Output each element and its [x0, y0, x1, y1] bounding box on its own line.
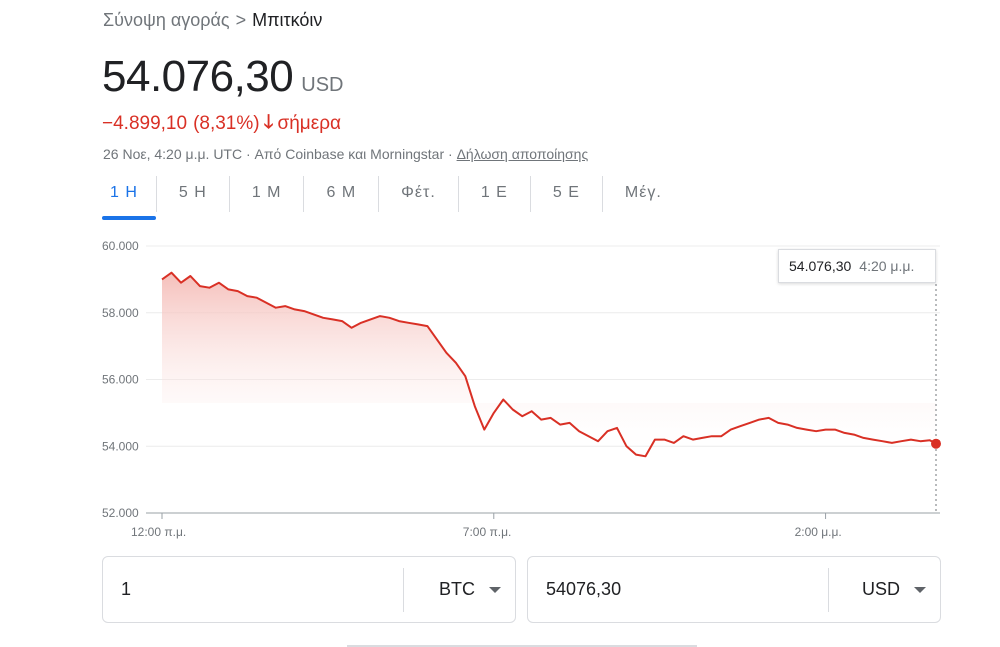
- tab-1-day[interactable]: 1 Η: [102, 176, 156, 220]
- breadcrumb-current: Μπιτκόιν: [252, 10, 323, 30]
- divider: [347, 645, 697, 647]
- current-price: 54.076,30: [102, 52, 294, 101]
- tooltip-price: 54.076,30: [789, 258, 852, 274]
- x-tick-label: 2:00 μ.μ.: [795, 525, 842, 539]
- chart-tooltip: 54.076,30 4:20 μ.μ.: [778, 249, 936, 283]
- x-tick-label: 7:00 π.μ.: [463, 525, 512, 539]
- tab-5-days[interactable]: 5 Η: [155, 176, 229, 212]
- current-point-marker: [931, 438, 941, 449]
- price-line: [161, 271, 937, 458]
- change-percent: (8,31%): [193, 113, 260, 134]
- meta-dot: ·: [245, 146, 251, 162]
- change-period: σήμερα: [277, 113, 341, 134]
- price-header: 54.076,30 USD: [102, 52, 343, 102]
- converter-to: 54076,30 USD: [527, 556, 941, 623]
- tab-ytd[interactable]: Φέτ.: [378, 176, 458, 212]
- y-tick-label: 58.000: [102, 306, 139, 320]
- change-amount: −4.899,10: [102, 113, 188, 134]
- breadcrumb-separator: >: [235, 10, 247, 30]
- timestamp: 26 Νοε, 4:20 μ.μ. UTC: [103, 146, 243, 162]
- price-meta: 26 Νοε, 4:20 μ.μ. UTC · Από Coinbase και…: [103, 146, 588, 162]
- breadcrumb: Σύνοψη αγοράς > Μπιτκόιν: [103, 10, 322, 31]
- to-currency-label: USD: [861, 579, 900, 599]
- from-currency-select[interactable]: BTC: [403, 567, 515, 612]
- y-tick-label: 56.000: [102, 373, 139, 387]
- tab-6-months[interactable]: 6 Μ: [303, 176, 378, 212]
- price-currency: USD: [301, 74, 344, 96]
- price-area-fill: [162, 272, 936, 457]
- x-tick-label: 12:00 π.μ.: [131, 525, 186, 539]
- tooltip-time: 4:20 μ.μ.: [859, 258, 915, 274]
- disclaimer-link[interactable]: Δήλωση αποποίησης: [456, 146, 589, 162]
- y-tick-label: 52.000: [102, 506, 139, 520]
- tab-1-year[interactable]: 1 Ε: [457, 176, 530, 212]
- tab-1-month[interactable]: 1 Μ: [228, 176, 304, 212]
- converter-from: 1 BTC: [102, 556, 516, 623]
- to-currency-select[interactable]: USD: [828, 567, 940, 612]
- tab-5-years[interactable]: 5 Ε: [529, 176, 602, 212]
- data-source: Από Coinbase και Morningstar: [254, 146, 445, 162]
- tab-max[interactable]: Μέγ.: [601, 176, 684, 212]
- caret-down-icon: [489, 586, 501, 593]
- price-change: −4.899,10 (8,31%) 🡓 σήμερα: [102, 108, 341, 140]
- y-tick-label: 60.000: [102, 239, 139, 253]
- range-tabs: 1 Η 5 Η 1 Μ 6 Μ Φέτ. 1 Ε 5 Ε Μέγ.: [102, 176, 684, 220]
- from-amount-input[interactable]: 1: [121, 579, 132, 599]
- arrow-down-icon: 🡓: [263, 112, 274, 133]
- breadcrumb-parent-link[interactable]: Σύνοψη αγοράς: [103, 10, 230, 30]
- price-chart[interactable]: 60.000 58.000 56.000 54.000 52.000 12:00 π.μ.…: [0, 230, 1000, 550]
- to-amount-input[interactable]: 54076,30: [546, 579, 622, 599]
- y-tick-label: 54.000: [102, 439, 139, 453]
- meta-dot: ·: [448, 146, 453, 162]
- caret-down-icon: [914, 586, 926, 593]
- from-currency-label: BTC: [439, 579, 475, 599]
